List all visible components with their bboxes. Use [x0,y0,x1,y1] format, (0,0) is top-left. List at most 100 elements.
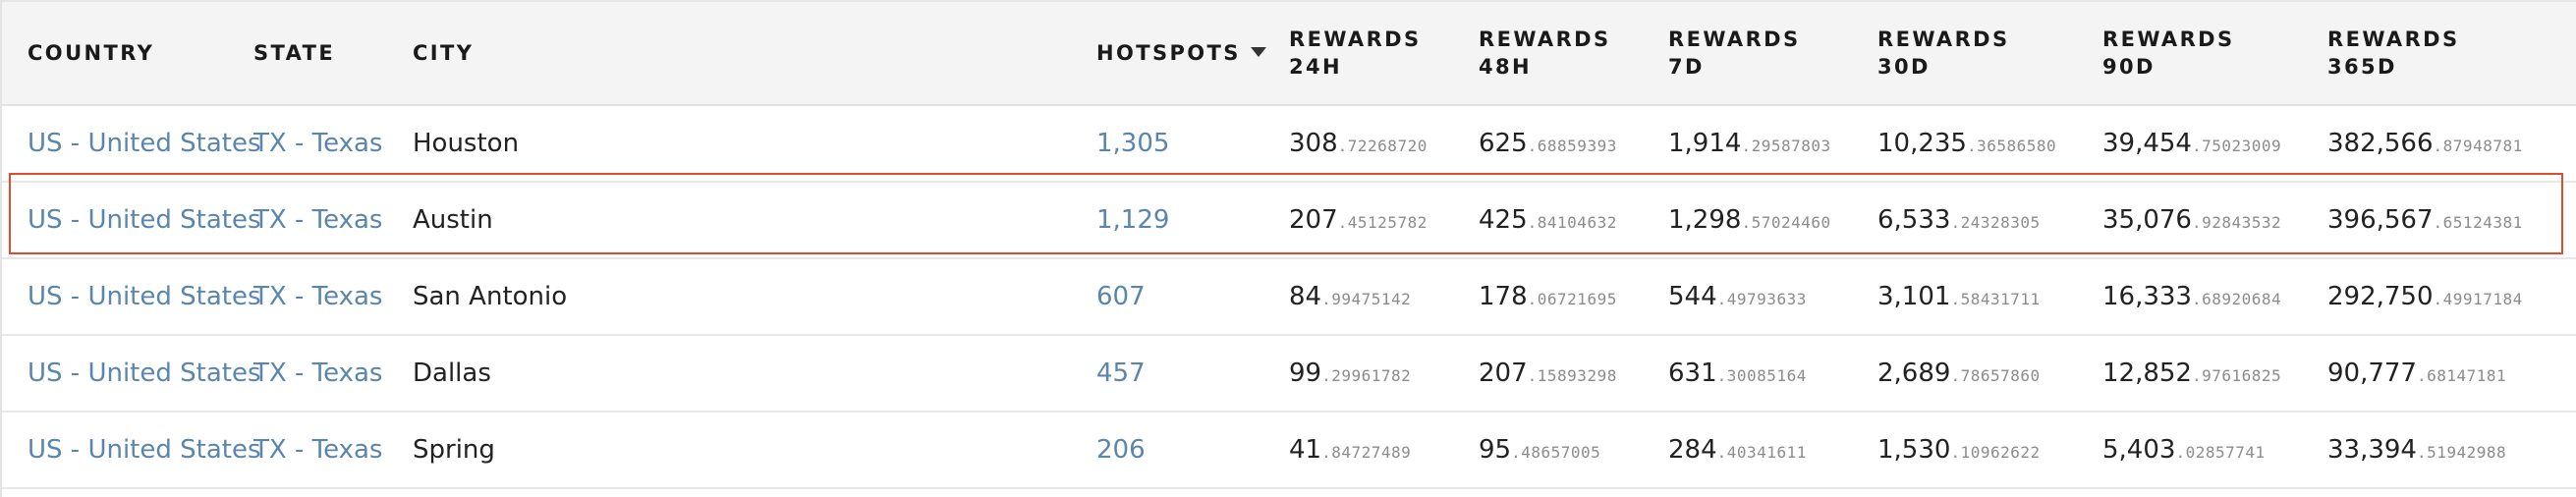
state-link[interactable]: TX - Texas [253,435,383,465]
column-header-hotspots[interactable]: HOTSPOTS [1096,1,1289,105]
rewards-365d-cell: 396,567.65124381 [2327,182,2576,258]
rewards-48h-cell: 425.84104632 [1479,182,1668,258]
column-header-rewards-90d[interactable]: REWARDS 90D [2102,28,2235,79]
header-row: COUNTRY STATE CITY HOTSPOTS REWARDS 24H … [2,1,2576,105]
rewards-fraction: .06721695 [1527,290,1617,308]
rewards-integer: 99 [1289,359,1322,388]
state-link[interactable]: TX - Texas [253,129,383,158]
rewards-90d-cell: 5,403.02857741 [2102,412,2327,488]
rewards-fraction: .84727489 [1321,443,1412,462]
rewards-integer: 308 [1289,129,1338,158]
rewards-integer: 1,914 [1668,129,1742,158]
column-header-rewards-7d[interactable]: REWARDS 7D [1668,28,1801,79]
rewards-7d-cell: 284.40341611 [1668,412,1877,488]
rewards-integer: 1,530 [1877,435,1951,465]
rewards-30d-cell: 10,235.36586580 [1877,105,2102,182]
rewards-integer: 544 [1668,282,1717,311]
country-cell: US - United States [2,335,261,412]
rewards-30d-cell: 2,689.78657860 [1877,335,2102,412]
column-header-rewards-48h[interactable]: REWARDS 48H [1479,28,1611,79]
rewards-integer: 39,454 [2102,129,2192,158]
rewards-fraction: .78657860 [1950,366,2041,385]
rewards-fraction: .45125782 [1337,213,1428,232]
hotspots-link[interactable]: 1,129 [1096,205,1170,235]
country-link[interactable]: US - United States [28,205,261,235]
column-header-city[interactable]: CITY [413,41,475,65]
rewards-48h-cell: 625.68859393 [1479,105,1668,182]
rewards-30d-cell: 6,533.24328305 [1877,182,2102,258]
state-cell: TX - Texas [253,258,413,335]
table-row[interactable]: US - United States TX - Texas Houston 1,305… [2,105,2576,182]
rewards-fraction: .57024460 [1741,213,1831,232]
rewards-integer: 207 [1479,359,1528,388]
rewards-integer: 90,777 [2327,359,2417,388]
city-cell: Houston [413,129,520,158]
rewards-integer: 425 [1479,205,1528,235]
rewards-integer: 2,689 [1877,359,1951,388]
table-row[interactable]: US - United States TX - Texas Austin 1,129 2… [2,182,2576,258]
rewards-fraction: .29587803 [1741,137,1831,155]
rewards-integer: 10,235 [1877,129,1967,158]
city-cell: Spring [413,435,495,465]
rewards-fraction: .40341611 [1716,443,1807,462]
hotspots-link[interactable]: 1,305 [1096,129,1170,158]
rewards-24h-cell: 41.84727489 [1289,412,1479,488]
rewards-fraction: .97616825 [2191,366,2282,385]
rewards-fraction: .68920684 [2191,290,2282,308]
rewards-fraction: .72268720 [1337,137,1428,155]
table-header: COUNTRY STATE CITY HOTSPOTS REWARDS 24H … [2,1,2576,105]
rewards-integer: 12,852 [2102,359,2192,388]
hotspots-link[interactable]: 607 [1096,282,1146,311]
rewards-fraction: .29961782 [1321,366,1412,385]
state-cell: TX - Texas [253,335,413,412]
country-link[interactable]: US - United States [28,359,261,388]
rewards-integer: 5,403 [2102,435,2176,465]
state-link[interactable]: TX - Texas [253,205,383,235]
country-link[interactable]: US - United States [28,282,261,311]
country-link[interactable]: US - United States [28,129,261,158]
state-cell: TX - Texas [253,182,413,258]
state-link[interactable]: TX - Texas [253,282,383,311]
rewards-24h-cell: 207.45125782 [1289,182,1479,258]
column-header-rewards-24h[interactable]: REWARDS 24H [1289,28,1422,79]
column-header-state[interactable]: STATE [253,41,336,65]
rewards-integer: 284 [1668,435,1717,465]
table-row[interactable]: US - United States TX - Texas San Antonio 6… [2,258,2576,335]
rewards-90d-cell: 35,076.92843532 [2102,182,2327,258]
rewards-7d-cell: 1,914.29587803 [1668,105,1877,182]
rewards-integer: 631 [1668,359,1717,388]
rewards-fraction: .02857741 [2175,443,2266,462]
rewards-365d-cell: 292,750.49917184 [2327,258,2576,335]
rewards-integer: 16,333 [2102,282,2192,311]
rewards-fraction: .68859393 [1527,137,1617,155]
rewards-7d-cell: 544.49793633 [1668,258,1877,335]
state-cell: TX - Texas [253,105,413,182]
country-cell: US - United States [2,182,261,258]
rewards-48h-cell: 178.06721695 [1479,258,1668,335]
rewards-fraction: .10962622 [1950,443,2041,462]
state-cell: TX - Texas [253,412,413,488]
hotspots-link[interactable]: 206 [1096,435,1146,465]
rewards-48h-cell: 207.15893298 [1479,335,1668,412]
rewards-365d-cell: 33,394.51942988 [2327,412,2576,488]
rewards-integer: 3,101 [1877,282,1951,311]
rewards-fraction: .92843532 [2191,213,2282,232]
rewards-90d-cell: 39,454.75023009 [2102,105,2327,182]
state-link[interactable]: TX - Texas [253,359,383,388]
rewards-integer: 1,298 [1668,205,1742,235]
hotspots-link[interactable]: 457 [1096,359,1146,388]
column-header-country[interactable]: COUNTRY [28,41,155,65]
city-cell: Austin [413,205,493,235]
rewards-fraction: .99475142 [1321,290,1412,308]
country-link[interactable]: US - United States [28,435,261,465]
city-cell: San Antonio [413,282,568,311]
hotspots-cell: 1,129 [1096,182,1289,258]
column-header-rewards-30d[interactable]: REWARDS 30D [1877,28,2010,79]
rewards-fraction: .49793633 [1716,290,1807,308]
rewards-integer: 41 [1289,435,1322,465]
table-row[interactable]: US - United States TX - Texas Spring 206 41.… [2,412,2576,488]
column-header-rewards-365d[interactable]: REWARDS 365D [2327,28,2460,79]
rewards-integer: 625 [1479,129,1528,158]
table-row[interactable]: US - United States TX - Texas Dallas 457 99.… [2,335,2576,412]
